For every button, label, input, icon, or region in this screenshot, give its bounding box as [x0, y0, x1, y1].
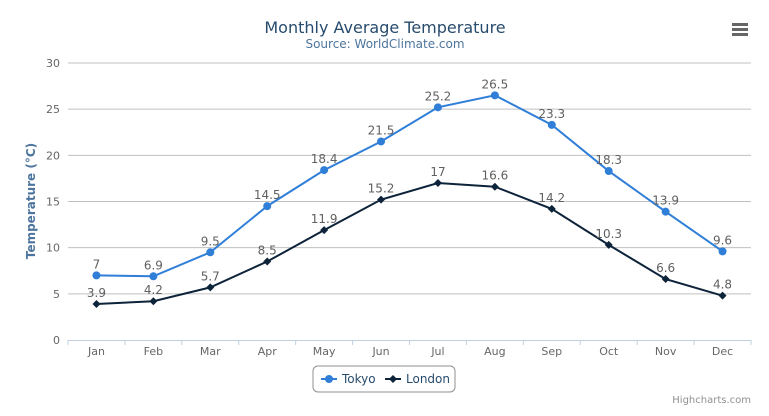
data-point-tokyo: [320, 166, 329, 175]
credits-link[interactable]: Highcharts.com: [672, 395, 751, 406]
data-label-london: 6.6: [656, 261, 675, 275]
data-point-london: [320, 226, 329, 235]
x-tick-label: Jul: [430, 345, 444, 358]
x-tick-label: Nov: [655, 345, 677, 358]
data-label-tokyo: 18.3: [595, 153, 622, 167]
x-tick-label: Sep: [541, 345, 562, 358]
y-tick-label: 5: [53, 288, 60, 301]
data-point-tokyo: [490, 91, 499, 100]
data-label-tokyo: 21.5: [368, 123, 395, 137]
series-line-tokyo: [96, 94, 724, 278]
data-label-tokyo: 26.5: [482, 77, 509, 91]
legend-item-london[interactable]: London: [385, 372, 450, 386]
data-point-tokyo: [92, 271, 101, 280]
y-tick-label: 10: [46, 242, 60, 255]
data-label-tokyo: 7: [93, 257, 101, 271]
y-tick-label: 15: [46, 196, 60, 209]
data-point-london: [718, 291, 727, 300]
data-label-tokyo: 9.5: [201, 234, 220, 248]
data-point-tokyo: [433, 103, 442, 112]
data-label-london: 16.6: [482, 169, 509, 183]
data-label-london: 3.9: [87, 286, 106, 300]
data-label-london: 5.7: [201, 269, 220, 283]
data-point-london: [604, 240, 613, 249]
x-tick-label: Aug: [484, 345, 505, 358]
data-point-tokyo: [604, 167, 613, 176]
x-tick-label: Mar: [200, 345, 221, 358]
legend-label-tokyo[interactable]: Tokyo: [341, 372, 376, 386]
data-point-london: [433, 179, 442, 188]
x-tick-label: Dec: [712, 345, 733, 358]
data-label-london: 15.2: [368, 182, 395, 196]
y-tick-label: 20: [46, 149, 60, 162]
y-tick-label: 25: [46, 103, 60, 116]
data-label-london: 11.9: [311, 212, 338, 226]
data-label-london: 10.3: [595, 227, 622, 241]
data-label-tokyo: 18.4: [311, 152, 338, 166]
y-axis-label: Temperature (°C): [24, 143, 38, 259]
x-tick-label: Oct: [599, 345, 619, 358]
legend-item-tokyo[interactable]: Tokyo: [321, 372, 376, 386]
x-tick-label: Apr: [258, 345, 278, 358]
data-point-tokyo: [547, 120, 556, 129]
data-point-london: [490, 182, 499, 191]
data-label-london: 4.8: [713, 278, 732, 292]
data-point-london: [92, 299, 101, 308]
data-point-london: [149, 297, 158, 306]
data-label-tokyo: 23.3: [538, 107, 565, 121]
x-tick-label: Jan: [87, 345, 105, 358]
data-label-london: 17: [430, 165, 445, 179]
y-tick-label: 0: [53, 334, 60, 347]
x-tick-label: Feb: [144, 345, 163, 358]
data-point-london: [263, 257, 272, 266]
data-point-tokyo: [263, 202, 272, 211]
data-point-tokyo: [661, 207, 670, 216]
y-tick-label: 30: [46, 57, 60, 70]
data-label-tokyo: 13.9: [652, 194, 679, 208]
data-label-london: 4.2: [144, 283, 163, 297]
data-point-tokyo: [206, 248, 215, 257]
data-point-tokyo: [718, 247, 727, 256]
hamburger-menu-icon[interactable]: [732, 23, 748, 26]
data-label-london: 14.2: [538, 191, 565, 205]
legend-label-london[interactable]: London: [406, 372, 450, 386]
x-tick-label: May: [313, 345, 336, 358]
data-point-tokyo: [377, 137, 386, 146]
menu-button[interactable]: [730, 20, 750, 38]
chart-subtitle: Source: WorldClimate.com: [305, 37, 464, 51]
chart-title: Monthly Average Temperature: [264, 18, 505, 37]
data-point-london: [547, 204, 556, 213]
data-label-tokyo: 14.5: [254, 188, 281, 202]
data-label-london: 8.5: [258, 244, 277, 258]
legend: Tokyo London: [312, 365, 456, 393]
data-label-tokyo: 25.2: [425, 89, 452, 103]
data-point-tokyo: [149, 272, 158, 281]
data-point-london: [377, 195, 386, 204]
data-label-tokyo: 6.9: [144, 258, 163, 272]
x-tick-label: Jun: [371, 345, 389, 358]
series-line-london: [96, 182, 723, 305]
data-point-london: [206, 283, 215, 292]
data-point-london: [661, 275, 670, 284]
data-label-tokyo: 9.6: [713, 233, 732, 247]
